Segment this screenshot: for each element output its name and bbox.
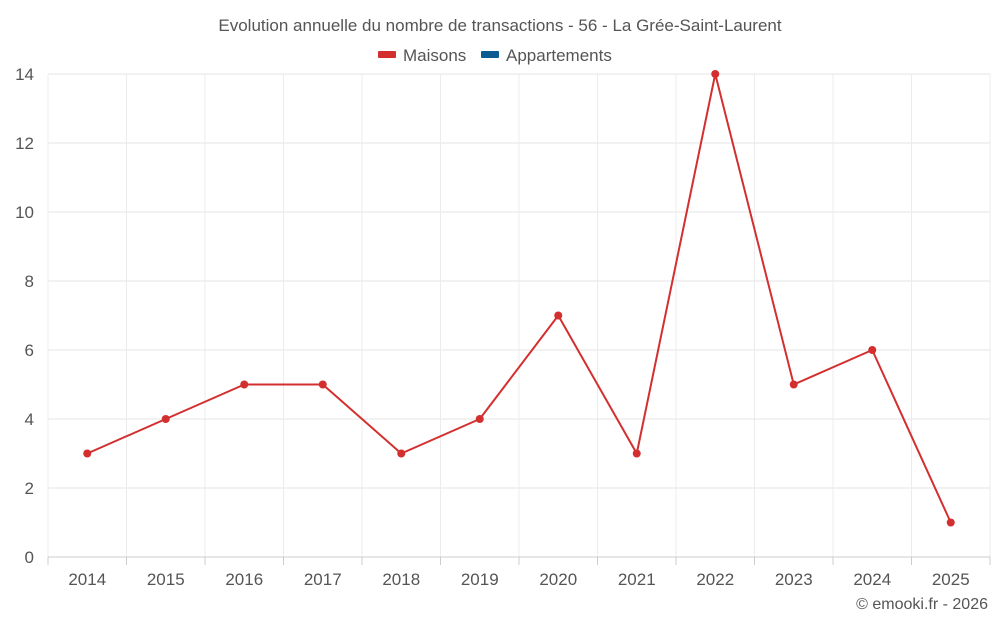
data-point-maisons-2016[interactable]: [240, 380, 249, 389]
y-tick-label: 6: [25, 341, 34, 360]
x-tick-label: 2014: [68, 570, 106, 589]
y-tick-label: 10: [15, 203, 34, 222]
data-point-maisons-2014[interactable]: [83, 449, 92, 458]
x-tick-label: 2019: [461, 570, 499, 589]
credit-text: © emooki.fr - 2026: [856, 596, 988, 613]
series-maisons: [83, 70, 955, 527]
x-tick-label: 2022: [696, 570, 734, 589]
y-tick-label: 12: [15, 134, 34, 153]
x-tick-label: 2024: [853, 570, 891, 589]
data-point-maisons-2018[interactable]: [397, 449, 406, 458]
chart-title: Evolution annuelle du nombre de transact…: [218, 16, 782, 35]
legend-label-maisons: Maisons: [403, 46, 466, 65]
data-point-maisons-2020[interactable]: [554, 311, 563, 320]
y-tick-label: 8: [25, 272, 34, 291]
x-tick-label: 2020: [539, 570, 577, 589]
data-point-maisons-2017[interactable]: [318, 380, 327, 389]
data-point-maisons-2025[interactable]: [946, 518, 955, 527]
data-point-maisons-2021[interactable]: [632, 449, 641, 458]
legend: Maisons Appartements: [378, 46, 612, 65]
y-tick-label: 2: [25, 479, 34, 498]
y-tick-label: 4: [25, 410, 34, 429]
legend-item-appartements[interactable]: Appartements: [481, 46, 612, 65]
legend-label-appartements: Appartements: [506, 46, 612, 65]
data-point-maisons-2019[interactable]: [475, 415, 484, 423]
y-tick-label: 0: [25, 548, 34, 567]
x-tick-label: 2016: [225, 570, 263, 589]
legend-item-maisons[interactable]: Maisons: [378, 46, 466, 65]
y-tick-label: 14: [15, 65, 34, 84]
data-point-maisons-2023[interactable]: [789, 380, 798, 389]
x-tick-label: 2015: [147, 570, 185, 589]
legend-swatch-maisons: [378, 51, 396, 58]
data-point-maisons-2015[interactable]: [161, 415, 170, 423]
x-tick-label: 2021: [618, 570, 656, 589]
y-axis-ticks: 0 2 4 6 8 10 12 14: [15, 65, 34, 567]
x-tick-label: 2018: [382, 570, 420, 589]
grid: [47, 73, 991, 557]
series-line-maisons: [86, 73, 952, 523]
x-tick-label: 2017: [304, 570, 342, 589]
data-point-maisons-2022[interactable]: [711, 70, 720, 78]
x-axis-ticks: 2014 2015 2016 2017 2018 2019 2020 2021 2022 2023…: [68, 570, 969, 589]
axes: [47, 556, 991, 565]
x-tick-label: 2025: [932, 570, 970, 589]
legend-swatch-appartements: [481, 51, 499, 58]
data-point-maisons-2024[interactable]: [868, 346, 877, 354]
x-tick-label: 2023: [775, 570, 813, 589]
